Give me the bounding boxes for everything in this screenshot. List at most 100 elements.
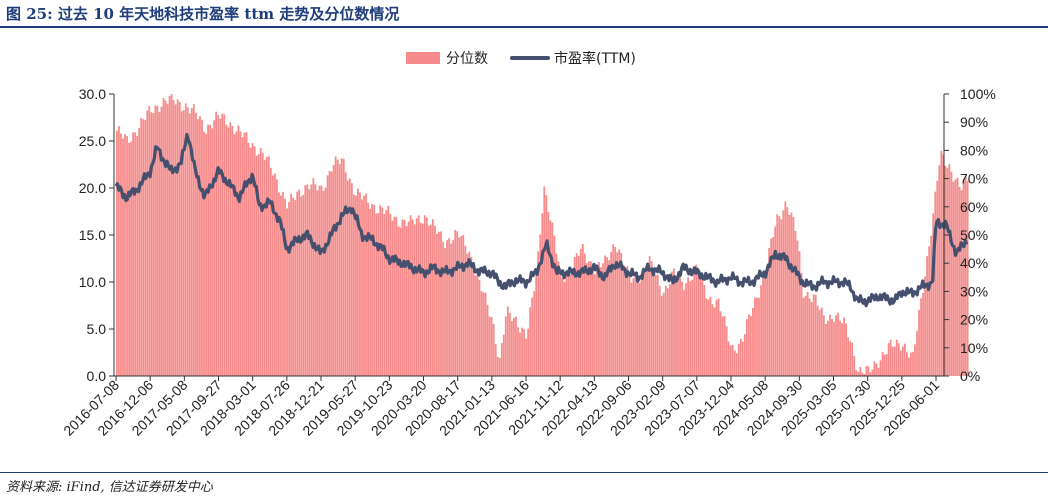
percentile-bar: [729, 345, 732, 376]
percentile-bar: [276, 179, 278, 376]
percentile-bar: [508, 312, 511, 376]
pe-line-layer: [114, 132, 969, 308]
percentile-bar: [889, 339, 892, 376]
percentile-bar: [484, 292, 487, 376]
percentile-bar: [796, 240, 799, 376]
percentile-bar: [448, 238, 450, 376]
percentile-bar: [916, 330, 918, 376]
percentile-bar: [314, 184, 317, 376]
percentile-bar: [650, 261, 653, 376]
percentile-bar: [192, 104, 195, 377]
percentile-bar: [673, 268, 675, 376]
percentile-bar: [675, 277, 677, 376]
percentile-bar: [841, 323, 843, 376]
percentile-bar: [393, 216, 396, 376]
percentile-bar: [962, 179, 965, 376]
percentile-bar: [342, 158, 345, 376]
percentile-bar: [780, 219, 783, 376]
percentile-bar: [498, 358, 501, 376]
percentile-bar: [581, 243, 584, 376]
percentile-bar: [178, 101, 181, 377]
percentile-bar: [229, 122, 232, 377]
percentile-bar: [308, 189, 311, 376]
percentile-bar: [346, 180, 349, 376]
percentile-bar: [879, 360, 882, 376]
percentile-bar: [322, 190, 325, 376]
percentile-bar: [176, 99, 179, 377]
percentile-bar: [881, 352, 884, 376]
percentile-bar: [486, 304, 489, 376]
percentile-bar: [768, 248, 771, 376]
percentile-bar: [219, 118, 222, 376]
percentile-bar: [334, 156, 337, 376]
percentile-bar: [899, 350, 902, 376]
percentile-bar: [306, 184, 309, 376]
percentile-bar: [829, 314, 831, 376]
percentile-bar: [442, 242, 444, 376]
percentile-bar: [577, 255, 580, 376]
percentile-bar: [207, 124, 209, 376]
percentile-bar: [124, 134, 126, 376]
percentile-bar: [223, 114, 226, 376]
percentile-bar: [863, 373, 866, 376]
percentile-bar: [920, 298, 922, 376]
percentile-bar: [867, 366, 870, 376]
percentile-bar: [482, 292, 485, 376]
percentile-bar: [490, 317, 493, 376]
percentile-bar: [681, 281, 683, 376]
percentile-bar: [575, 253, 578, 376]
percentile-bar: [754, 297, 756, 376]
percentile-bar: [251, 143, 254, 376]
percentile-bar: [120, 133, 122, 376]
percentile-bar: [521, 327, 523, 376]
percentile-bar: [731, 344, 734, 376]
percentile-bar: [543, 186, 546, 376]
percentile-bar: [541, 213, 544, 376]
percentile-bar: [725, 326, 728, 376]
percentile-bar: [267, 156, 270, 376]
percentile-bar: [460, 235, 463, 376]
percentile-bar: [371, 204, 374, 376]
percentile-bar: [304, 185, 307, 376]
percentile-bar: [387, 205, 390, 376]
percentile-bar: [618, 249, 621, 376]
percentile-bar: [851, 342, 854, 376]
percentile-bar: [134, 132, 137, 376]
chart-title: 图 25: 过去 10 年天地科技市盈率 ttm 走势及分位数情况: [6, 5, 400, 23]
percentile-bar: [703, 285, 706, 376]
percentile-bar: [237, 125, 240, 376]
percentile-bar: [806, 291, 809, 376]
percentile-bar: [745, 319, 748, 376]
percentile-bar: [300, 196, 303, 376]
percentile-bar: [440, 231, 442, 376]
percentile-bar: [391, 220, 394, 376]
percentile-bar: [480, 291, 483, 376]
percentile-bar: [199, 116, 201, 377]
percentile-bar: [462, 234, 465, 376]
percentile-bar: [338, 164, 341, 376]
percentile-bar: [263, 159, 266, 376]
percentile-bar: [555, 253, 558, 376]
percentile-bar: [826, 320, 829, 376]
percentile-bar: [160, 106, 163, 376]
percentile-bar: [140, 117, 143, 376]
percentile-bar: [423, 215, 426, 376]
percentile-bar: [227, 127, 230, 376]
percentile-bar: [363, 195, 365, 376]
percentile-bar: [908, 357, 910, 376]
percentile-bar: [634, 273, 637, 376]
percentile-bar: [658, 285, 661, 376]
percentile-bar: [148, 105, 151, 376]
percentile-bar: [897, 343, 900, 376]
percentile-bar: [764, 274, 766, 376]
percentile-bar: [466, 253, 469, 376]
percentile-bar: [875, 363, 878, 376]
percentile-bar: [221, 113, 224, 376]
percentile-bar: [877, 367, 880, 376]
y-right-tick-label: 70%: [960, 171, 988, 187]
percentile-bar: [954, 179, 957, 376]
percentile-bar: [261, 152, 264, 376]
percentile-bar: [905, 351, 908, 376]
percentile-bar: [411, 219, 414, 376]
percentile-bar: [606, 257, 608, 376]
